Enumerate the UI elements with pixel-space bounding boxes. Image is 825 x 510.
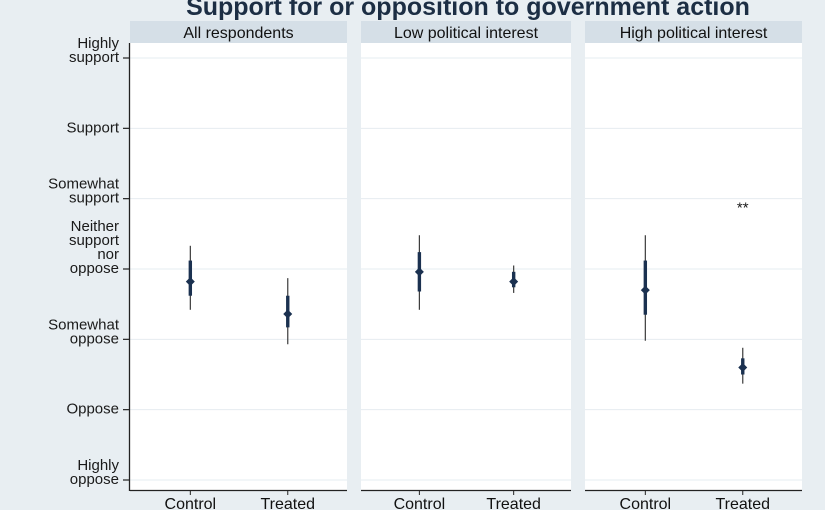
plot-area bbox=[130, 43, 347, 491]
y-axis: HighlysupportSupportSomewhatsupportNeith… bbox=[48, 35, 131, 491]
panel-strip bbox=[130, 21, 347, 43]
y-tick-label: oppose bbox=[70, 260, 119, 277]
y-tick-label: support bbox=[69, 49, 120, 66]
x-tick-label: Treated bbox=[260, 496, 315, 510]
x-tick-label: Treated bbox=[715, 496, 770, 510]
point-estimate-control bbox=[185, 277, 195, 287]
y-tick-label: Highly bbox=[77, 35, 119, 52]
panel-3: High political interest Control Treated ** bbox=[585, 21, 802, 510]
panel-title: High political interest bbox=[620, 25, 768, 42]
point-estimate-control bbox=[414, 267, 424, 277]
panel-2: Low political interest Control Treated bbox=[361, 21, 571, 510]
point-estimate-control bbox=[640, 285, 650, 295]
panel-strip bbox=[585, 21, 802, 43]
y-tick-label: support bbox=[69, 232, 120, 249]
y-tick-label: oppose bbox=[70, 330, 119, 347]
y-tick-label: Highly bbox=[77, 457, 119, 474]
plot-area bbox=[361, 43, 571, 491]
y-tick-label: support bbox=[69, 190, 120, 207]
x-tick-label: Treated bbox=[486, 496, 541, 510]
panel-title: Low political interest bbox=[394, 25, 539, 42]
y-tick-label: oppose bbox=[70, 471, 119, 488]
point-estimate-treated bbox=[509, 277, 519, 287]
y-tick-label: Neither bbox=[71, 218, 119, 235]
x-tick-label: Control bbox=[165, 496, 217, 510]
panel-strip bbox=[361, 21, 571, 43]
y-tick-label: Oppose bbox=[66, 401, 119, 418]
x-tick-label: Control bbox=[394, 496, 446, 510]
chart-title: Support for or opposition to government … bbox=[186, 0, 750, 21]
panel-1: All respondents Control Treated bbox=[130, 21, 347, 510]
y-tick-label: Somewhat bbox=[48, 176, 120, 193]
point-estimate-treated bbox=[738, 362, 748, 372]
y-tick-label: Support bbox=[66, 119, 119, 136]
panel-title: All respondents bbox=[183, 25, 293, 42]
x-tick-label: Control bbox=[620, 496, 672, 510]
y-tick-label: Somewhat bbox=[48, 316, 120, 333]
significance-marker: ** bbox=[737, 200, 749, 217]
point-estimate-treated bbox=[283, 309, 293, 319]
y-tick-label: nor bbox=[97, 246, 119, 263]
plot-area bbox=[585, 43, 802, 491]
